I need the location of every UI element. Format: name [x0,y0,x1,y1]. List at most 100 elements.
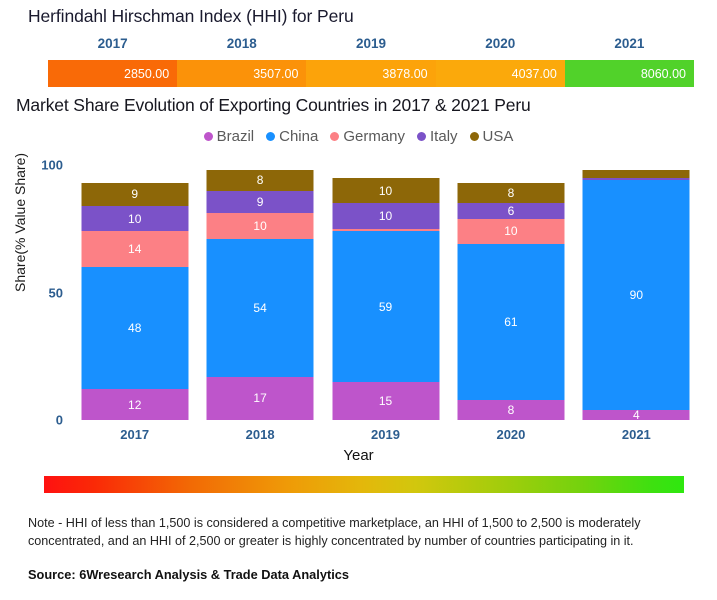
legend-item-china[interactable]: China [266,128,318,145]
y-axis-label: Share(% Value Share) [12,152,28,292]
hhi-value-label: 8060.00 [640,66,687,81]
bar-segment-brazil-2020[interactable]: 8 [457,399,565,420]
x-axis-tick-2019: 2019 [371,427,400,442]
legend-marker-icon [203,132,213,141]
hhi-segment-2020: 4037.00 [435,60,565,87]
bar-segment-brazil-2018[interactable]: 17 [206,376,314,420]
bar-segment-china-2021[interactable]: 90 [582,180,690,410]
bar-segment-italy-2019[interactable]: 10 [332,203,440,229]
bar-slot-2019: 15 59 10 10 2019 [323,165,448,442]
legend-marker-icon [330,132,340,141]
bar-slot-2017: 12 48 14 10 9 2017 [72,165,197,442]
legend-label: Italy [430,128,458,145]
bar-value-label: 90 [629,288,643,303]
bar-slot-2021: 4 90 2021 [574,165,699,442]
bar-segment-usa-2018[interactable]: 8 [206,170,314,191]
legend-label: Germany [343,128,406,145]
hhi-year-2019: 2019 [355,36,387,51]
legend-marker-icon [469,132,479,141]
bar-segment-brazil-2019[interactable]: 15 [332,381,440,420]
bar-segment-italy-2017[interactable]: 10 [81,205,189,232]
stacked-bar-2019[interactable]: 15 59 10 10 [332,177,440,420]
stacked-bar-2020[interactable]: 8 61 10 6 8 [457,182,565,420]
legend-item-italy[interactable]: Italy [417,128,458,145]
stacked-bar-2017[interactable]: 12 48 14 10 9 [81,182,189,420]
bar-value-label: 9 [256,195,264,210]
bar-value-label: 17 [253,391,267,406]
source-text: Source: 6Wresearch Analysis & Trade Data… [28,567,350,582]
bar-value-label: 10 [378,183,393,198]
bar-segment-china-2018[interactable]: 54 [206,238,314,377]
hhi-year-2018: 2018 [226,36,257,51]
footnote-text: Note - HHI of less than 1,500 is conside… [28,516,641,549]
bar-segment-usa-2021[interactable] [582,170,690,178]
bar-value-label: 54 [253,300,267,315]
bar-value-label: 8 [256,173,264,188]
x-axis-label: Year [343,447,374,464]
legend-marker-icon [266,132,276,141]
hhi-value-bar: 2850.00 3507.00 3878.00 4037.00 8060.00 [48,60,694,87]
hhi-value-label: 4037.00 [511,66,557,81]
hhi-segment-2017: 2850.00 [48,60,178,87]
hhi-year-2021: 2021 [614,36,645,51]
bar-value-label: 9 [131,187,139,202]
hhi-segment-2019: 3878.00 [306,60,436,87]
bar-value-label: 61 [504,314,518,329]
legend-label: China [279,128,319,145]
bar-slot-2018: 17 54 10 9 8 2018 [197,165,322,442]
stacked-bar-2018[interactable]: 17 54 10 9 8 [206,170,314,420]
bar-value-label: 10 [128,211,142,226]
x-axis-tick-2021: 2021 [621,427,651,442]
bar-slot-2020: 8 61 10 6 8 2020 [448,165,573,442]
legend-label: Brazil [216,128,255,145]
stacked-bar-2021[interactable]: 4 90 [582,170,690,420]
bar-value-label: 10 [253,219,267,234]
bar-segment-china-2019[interactable]: 59 [332,231,440,382]
bar-segment-china-2020[interactable]: 61 [457,244,565,400]
stacked-bar-group: 12 48 14 10 9 2017 17 54 10 9 8 2018 15 59 10 10 2019 8 61… [72,165,699,442]
legend-item-germany[interactable]: Germany [330,128,405,145]
bar-segment-germany-2020[interactable]: 10 [457,218,565,245]
bar-value-label: 10 [378,209,393,224]
bar-value-label: 8 [507,186,515,201]
hhi-value-label: 3507.00 [253,66,299,81]
bar-segment-italy-2020[interactable]: 6 [457,203,565,219]
hhi-segment-2018: 3507.00 [177,60,307,87]
x-axis-tick-2017: 2017 [120,427,150,442]
chart-title: Market Share Evolution of Exporting Coun… [16,95,531,115]
hhi-value-label: 3878.00 [382,66,428,81]
plot-area: 12 48 14 10 9 2017 17 54 10 9 8 2018 15 59 10 10 2019 8 61… [41,158,699,442]
bar-segment-usa-2020[interactable]: 8 [457,182,565,204]
bar-value-label: 59 [378,299,393,314]
bar-segment-italy-2021[interactable] [582,177,690,181]
legend-marker-icon [417,132,427,141]
bar-segment-usa-2019[interactable]: 10 [332,177,440,204]
bar-segment-brazil-2017[interactable]: 12 [81,389,189,420]
bar-segment-germany-2018[interactable]: 10 [206,213,314,239]
legend-item-brazil[interactable]: Brazil [203,128,255,145]
chart-legend: Brazil China Germany Italy USA [0,128,717,145]
bar-segment-germany-2019[interactable] [332,228,440,232]
legend-item-usa[interactable]: USA [469,128,514,145]
hhi-year-2020: 2020 [485,36,516,51]
hhi-segment-2021: 8060.00 [564,60,694,87]
hhi-year-2017: 2017 [97,36,128,51]
hhi-gradient-scale [44,476,684,493]
bar-segment-china-2017[interactable]: 48 [81,267,189,390]
bar-segment-brazil-2021[interactable]: 4 [582,409,690,420]
bar-value-label: 4 [632,409,640,420]
bar-value-label: 12 [128,397,142,412]
bar-segment-usa-2017[interactable]: 9 [81,182,189,206]
y-axis-tick-50: 50 [48,285,63,300]
legend-label: USA [482,128,514,145]
bar-segment-germany-2017[interactable]: 14 [81,231,189,268]
bar-value-label: 6 [507,203,515,218]
bar-value-label: 14 [128,242,142,257]
bar-value-label: 10 [504,224,518,239]
bar-segment-italy-2018[interactable]: 9 [206,190,314,214]
y-axis-tick-0: 0 [55,412,63,428]
bar-value-label: 15 [378,393,393,408]
x-axis-tick-2020: 2020 [496,427,526,442]
hhi-value-label: 2850.00 [124,66,170,81]
